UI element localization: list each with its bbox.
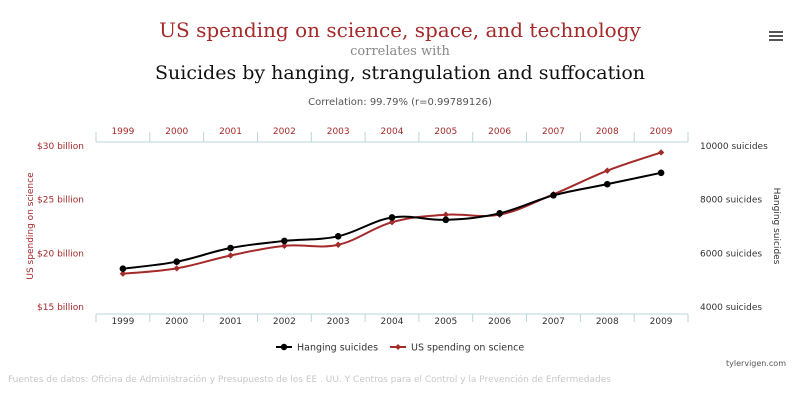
right-y-axis-title: Hanging suicides (771, 188, 781, 265)
hanging-suicides-point[interactable] (603, 180, 611, 188)
bottom-x-tick-label: 2007 (542, 317, 565, 327)
top-x-tick-label: 1999 (111, 127, 134, 137)
us-spending-on-science-point[interactable] (227, 252, 234, 259)
top-x-tick-label: 2004 (381, 127, 404, 137)
us-spending-on-science-point[interactable] (281, 242, 288, 250)
us-spending-on-science-point[interactable] (334, 241, 342, 248)
bottom-x-tick-label: 2005 (434, 317, 457, 327)
hanging-suicides-point[interactable] (442, 216, 450, 224)
bottom-x-tick-label: 1999 (111, 317, 134, 327)
bottom-x-tick-label: 2006 (488, 317, 511, 327)
right-y-tick-label: 6000 suicides (700, 249, 762, 259)
us-spending-on-science-point[interactable] (388, 219, 396, 226)
top-x-tick-label: 2005 (434, 127, 457, 137)
hanging-suicides-point[interactable] (227, 244, 234, 252)
left-y-tick-label: $20 billion (37, 249, 84, 259)
bottom-x-tick-label: 2003 (327, 317, 350, 327)
top-x-tick-label: 2001 (219, 127, 242, 137)
top-x-tick-label: 2000 (165, 127, 188, 137)
hanging-suicides-point[interactable] (657, 169, 665, 177)
chart-subtitle: correlates with (350, 44, 450, 59)
chart-title: US spending on science, space, and techn… (159, 18, 641, 42)
bottom-x-tick-label: 2000 (165, 317, 188, 327)
top-x-tick-label: 2007 (542, 127, 565, 137)
correlation-text: Correlation: 99.79% (r=0.99789126) (308, 97, 492, 108)
hanging-suicides-point[interactable] (119, 265, 127, 273)
hanging-suicides-point[interactable] (334, 232, 342, 240)
top-x-tick-label: 2009 (650, 127, 673, 137)
top-x-tick-label: 2008 (596, 127, 619, 137)
hanging-suicides-legend-marker (280, 343, 288, 351)
left-y-tick-label: $25 billion (37, 196, 84, 206)
us-spending-on-science-legend-label[interactable]: US spending on science (411, 343, 524, 354)
chart-lines (119, 149, 665, 277)
chart-legend[interactable]: Hanging suicides US spending on science (276, 343, 524, 354)
bottom-x-tick-label: 2001 (219, 317, 242, 327)
top-x-tick-label: 2003 (327, 127, 350, 137)
credit-text[interactable]: tylervigen.com (726, 359, 786, 368)
right-y-tick-label: 8000 suicides (700, 196, 762, 206)
hanging-suicides-point[interactable] (550, 192, 557, 199)
data-sources-footer: Fuentes de datos: Oficina de Administrac… (8, 375, 611, 385)
us-spending-on-science-point[interactable] (604, 167, 611, 174)
hanging-suicides-point[interactable] (496, 210, 503, 217)
us-spending-on-science-point[interactable] (442, 211, 450, 218)
us-spending-on-science-point[interactable] (119, 270, 127, 277)
hanging-suicides-point[interactable] (388, 214, 396, 221)
chart-axes: 1999 1999 2000 2000 2001 2001 2002 2002 2003 2003… (26, 127, 781, 327)
us-spending-on-science-legend-marker (395, 344, 402, 350)
left-y-tick-label: $30 billion (37, 142, 84, 152)
top-x-tick-label: 2002 (273, 127, 296, 137)
hanging-suicides-legend-label[interactable]: Hanging suicides (297, 343, 378, 354)
right-y-tick-label: 4000 suicides (700, 303, 762, 313)
bottom-x-tick-label: 2009 (650, 317, 673, 327)
bottom-x-tick-label: 2008 (596, 317, 619, 327)
hanging-suicides-point[interactable] (173, 258, 181, 266)
us-spending-on-science-point[interactable] (173, 265, 180, 272)
right-y-tick-label: 10000 suicides (700, 142, 768, 152)
hamburger-menu-icon[interactable] (769, 31, 783, 43)
hanging-suicides-point[interactable] (281, 237, 288, 245)
us-spending-on-science-point[interactable] (657, 149, 665, 156)
bottom-x-tick-label: 2004 (381, 317, 404, 327)
left-y-axis-title: US spending on science (26, 172, 36, 280)
top-x-tick-label: 2006 (488, 127, 511, 137)
bottom-x-tick-label: 2002 (273, 317, 296, 327)
chart-title-secondary: Suicides by hanging, strangulation and s… (154, 62, 645, 84)
left-y-tick-label: $15 billion (37, 303, 84, 313)
